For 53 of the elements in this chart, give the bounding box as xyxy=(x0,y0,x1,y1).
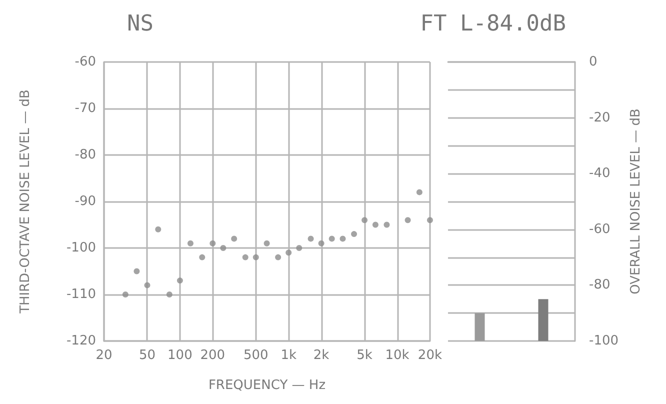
y-tick-label: -20 xyxy=(589,110,610,126)
x-tick-label: 20k xyxy=(418,348,442,363)
x-tick-label: 1k xyxy=(280,348,297,363)
point xyxy=(351,231,358,238)
point xyxy=(176,278,183,284)
point xyxy=(187,240,194,246)
x-tick-label: 2k xyxy=(313,348,330,363)
point xyxy=(166,292,172,298)
y-tick-label: -70 xyxy=(74,101,96,116)
point xyxy=(252,254,259,260)
point xyxy=(275,254,282,260)
point xyxy=(286,250,292,256)
point xyxy=(308,236,314,242)
y-tick-label: -60 xyxy=(589,222,610,237)
point xyxy=(122,292,128,298)
point xyxy=(220,245,226,251)
chart-title: NS xyxy=(127,12,154,36)
y-axis-title: OVERALL NOISE LEVEL — dB xyxy=(628,108,644,294)
point xyxy=(144,282,150,288)
y-tick-label: -100 xyxy=(66,240,96,256)
x-tick-label: 10k xyxy=(385,348,410,363)
y-tick-label: -120 xyxy=(66,334,96,348)
x-tick-label: 5k xyxy=(356,348,373,363)
y-tick-label: -100 xyxy=(589,334,619,348)
x-axis-title: FREQUENCY — Hz xyxy=(208,378,326,393)
point xyxy=(231,236,238,242)
y-tick-label: -80 xyxy=(589,278,610,293)
point xyxy=(362,217,368,224)
point xyxy=(340,236,346,242)
y-tick-label: -60 xyxy=(74,54,96,70)
x-tick-label: 500 xyxy=(243,348,268,363)
point xyxy=(242,254,248,260)
point xyxy=(296,245,302,251)
point xyxy=(210,240,216,246)
point xyxy=(328,236,335,242)
point xyxy=(384,222,390,228)
point xyxy=(134,268,140,274)
x-tick-label: 100 xyxy=(168,348,192,363)
y-tick-label: -90 xyxy=(74,194,96,209)
x-tick-label: 50 xyxy=(138,348,156,363)
y-axis-title: THIRD-OCTAVE NOISE LEVEL — dB xyxy=(18,90,33,314)
x-tick-label: 20 xyxy=(96,348,112,363)
y-tick-label: -110 xyxy=(66,287,96,302)
chart-title: FT L-84.0dB xyxy=(420,12,566,36)
point xyxy=(264,240,270,246)
y-tick-label: 0 xyxy=(589,54,598,70)
y-tick-label: -80 xyxy=(74,148,96,162)
point xyxy=(199,254,206,260)
x-tick-label: 200 xyxy=(200,348,226,363)
y-tick-label: -40 xyxy=(589,166,610,182)
point xyxy=(155,226,162,232)
point xyxy=(372,222,378,228)
point xyxy=(318,240,324,246)
